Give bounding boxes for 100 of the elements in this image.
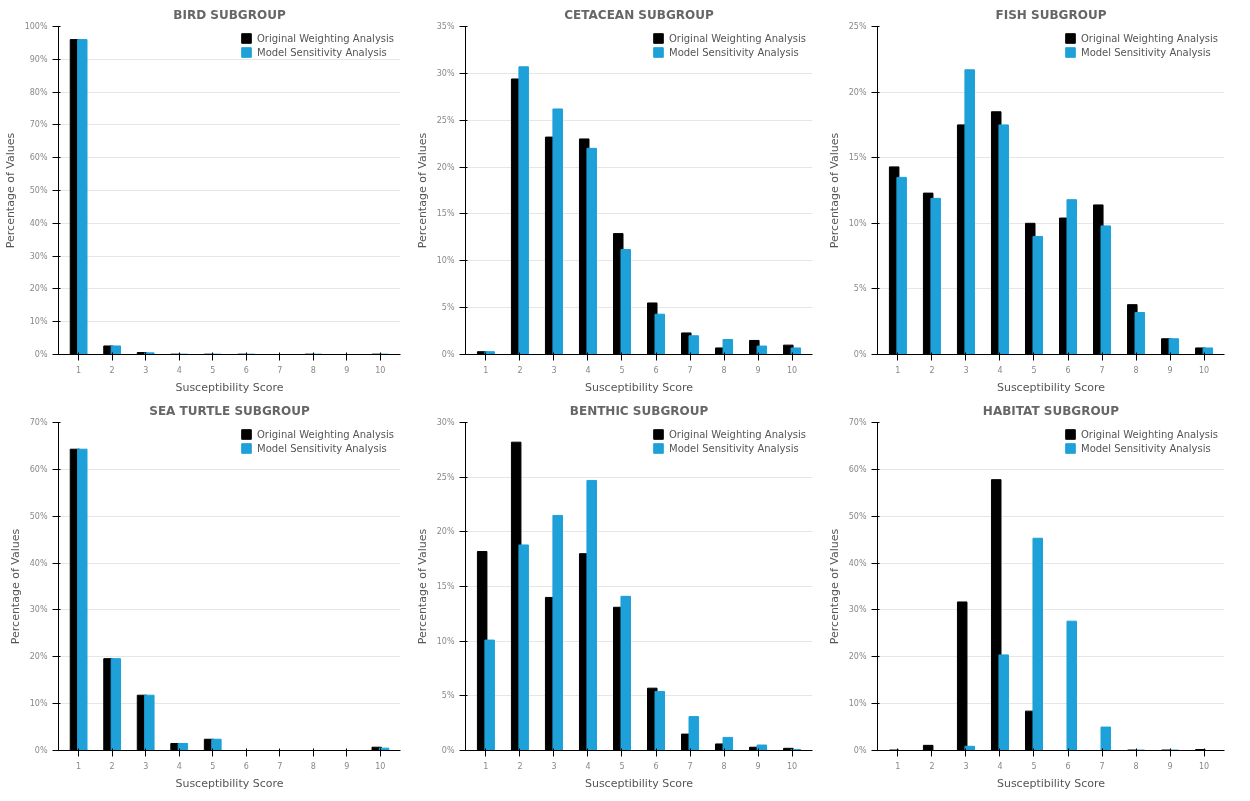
x-tick-label: 10 <box>1199 365 1210 375</box>
y-tick-label: 10% <box>848 699 867 709</box>
y-tick-label: 15% <box>436 209 455 219</box>
y-tick-label: 60% <box>29 153 48 163</box>
legend-label: Original Weighting Analysis <box>669 32 806 44</box>
x-tick-label: 9 <box>755 365 761 375</box>
y-tick-label: 60% <box>848 464 867 474</box>
x-tick-label: 5 <box>210 761 216 771</box>
y-tick-label: 70% <box>29 418 48 427</box>
x-tick-label: 2 <box>929 365 935 375</box>
y-tick-label: 100% <box>24 22 48 31</box>
y-tick-label: 50% <box>29 186 48 195</box>
y-tick-label: 0% <box>853 746 867 755</box>
y-axis-title: Percentage of Values <box>827 528 841 645</box>
x-tick-label: 8 <box>721 761 727 771</box>
y-tick-label: 15% <box>436 582 455 591</box>
x-tick-label: 8 <box>310 365 316 375</box>
y-tick-label: 0% <box>34 350 48 359</box>
x-tick-label: 5 <box>1031 365 1037 375</box>
x-tick-label: 7 <box>687 365 693 375</box>
x-tick-label: 4 <box>585 761 591 771</box>
x-tick-label: 6 <box>243 761 249 771</box>
x-tick-label: 7 <box>687 761 693 771</box>
x-tick-label: 7 <box>1099 365 1105 375</box>
y-axis-title: Percentage of Values <box>827 132 841 249</box>
x-tick-label: 7 <box>277 365 283 375</box>
x-tick-label: 8 <box>721 365 727 375</box>
chart-title: FISH SUBGROUP <box>995 7 1107 22</box>
y-tick-label: 5% <box>441 303 455 313</box>
chart-title: BIRD SUBGROUP <box>173 7 286 22</box>
x-tick-label: 7 <box>277 761 283 771</box>
y-tick-label: 5% <box>853 284 867 294</box>
y-axis-title: Percentage of Values <box>415 132 429 249</box>
legend-label: Original Weighting Analysis <box>257 32 394 44</box>
y-tick-label: 70% <box>29 120 48 130</box>
y-tick-label: 0% <box>441 350 455 359</box>
y-tick-label: 30% <box>29 605 48 615</box>
x-tick-label: 10 <box>1199 761 1210 771</box>
x-tick-label: 6 <box>243 365 249 375</box>
legend-label: Model Sensitivity Analysis <box>669 46 799 58</box>
x-tick-label: 10 <box>787 761 798 771</box>
y-tick-label: 20% <box>436 527 455 537</box>
y-tick-label: 10% <box>848 218 867 228</box>
x-tick-label: 4 <box>997 761 1003 771</box>
x-tick-label: 9 <box>1167 365 1173 375</box>
x-tick-label: 8 <box>1133 365 1139 375</box>
y-tick-label: 40% <box>29 558 48 568</box>
y-tick-label: 10% <box>436 636 455 646</box>
y-tick-label: 20% <box>848 87 867 97</box>
x-tick-label: 6 <box>653 365 659 375</box>
x-tick-label: 5 <box>1031 761 1037 771</box>
y-tick-label: 35% <box>436 22 455 31</box>
y-tick-label: 30% <box>436 418 455 427</box>
x-tick-label: 10 <box>787 365 798 375</box>
y-tick-label: 90% <box>29 54 48 64</box>
legend-label: Model Sensitivity Analysis <box>1081 46 1211 58</box>
x-tick-label: 4 <box>585 365 591 375</box>
x-tick-label: 2 <box>929 761 935 771</box>
y-tick-label: 10% <box>29 317 48 327</box>
y-tick-label: 20% <box>29 652 48 662</box>
x-tick-label: 2 <box>517 761 523 771</box>
x-tick-label: 8 <box>310 761 316 771</box>
x-tick-label: 1 <box>76 761 82 771</box>
y-tick-label: 20% <box>29 284 48 294</box>
legend-label: Model Sensitivity Analysis <box>257 46 387 58</box>
legend-label: Original Weighting Analysis <box>669 428 806 440</box>
y-axis-title: Percentage of Values <box>8 528 22 645</box>
x-tick-label: 10 <box>375 365 386 375</box>
x-tick-label: 7 <box>1099 761 1105 771</box>
y-axis-title: Percentage of Values <box>415 528 429 645</box>
x-tick-label: 2 <box>517 365 523 375</box>
chart-title: HABITAT SUBGROUP <box>982 403 1120 418</box>
x-axis-title: Susceptibility Score <box>996 776 1106 790</box>
y-tick-label: 25% <box>848 22 867 31</box>
x-tick-label: 8 <box>1133 761 1139 771</box>
y-axis-title: Percentage of Values <box>3 132 17 249</box>
y-tick-label: 25% <box>436 472 455 482</box>
y-tick-label: 10% <box>436 256 455 266</box>
y-tick-label: 10% <box>29 699 48 709</box>
y-tick-label: 40% <box>848 558 867 568</box>
x-tick-label: 5 <box>619 761 625 771</box>
y-tick-label: 20% <box>436 162 455 172</box>
y-tick-label: 0% <box>34 746 48 755</box>
y-tick-label: 40% <box>29 218 48 228</box>
y-tick-label: 70% <box>848 418 867 427</box>
x-axis-title: Susceptibility Score <box>584 776 694 790</box>
chart-title: CETACEAN SUBGROUP <box>564 7 714 22</box>
x-axis-title: Susceptibility Score <box>175 776 284 790</box>
x-axis-title: Susceptibility Score <box>996 380 1106 394</box>
x-tick-label: 1 <box>76 365 82 375</box>
x-tick-label: 1 <box>895 365 901 375</box>
x-tick-label: 1 <box>483 761 489 771</box>
x-tick-label: 9 <box>1167 761 1173 771</box>
x-tick-label: 2 <box>109 365 115 375</box>
legend-label: Original Weighting Analysis <box>1081 32 1218 44</box>
x-tick-label: 3 <box>551 761 557 771</box>
y-tick-label: 50% <box>29 511 48 521</box>
x-tick-label: 3 <box>963 365 969 375</box>
x-tick-label: 6 <box>653 761 659 771</box>
x-tick-label: 9 <box>344 761 350 771</box>
